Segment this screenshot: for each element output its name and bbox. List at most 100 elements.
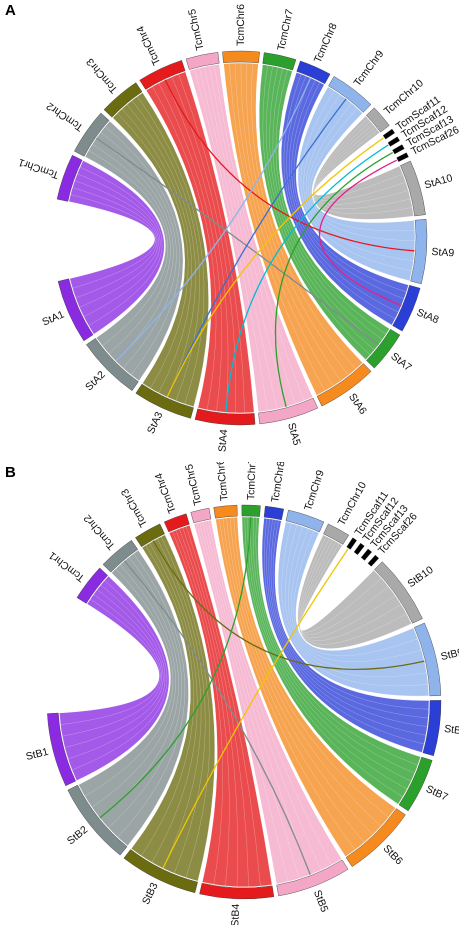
- link-fibre: [149, 542, 198, 863]
- arc-tcmchr9: [328, 76, 372, 113]
- link-ribbons: [59, 516, 430, 888]
- link-tcmchr9-sta9: [297, 86, 416, 282]
- link-fibre: [64, 589, 164, 748]
- arc-tcmchr5: [190, 507, 212, 524]
- arc-tcmchr3: [135, 523, 165, 548]
- cross-link-tcmscaf11-stb3: [162, 548, 349, 869]
- label-sta3: StA3: [145, 410, 165, 436]
- link-fibre: [104, 126, 180, 375]
- link-fibre: [117, 553, 186, 838]
- label-tcmchr9: TcmChr9: [351, 48, 386, 89]
- link-fibre: [204, 66, 287, 407]
- link-fibre: [96, 137, 174, 362]
- label-tcmchr8: TcmChr8: [269, 462, 287, 503]
- link-tcmchr4-sta4: [145, 71, 255, 414]
- arc-tcmchr2: [74, 112, 110, 157]
- label-stb5: StB5: [311, 888, 330, 914]
- label-sta10: StA10: [423, 172, 454, 191]
- arc-tcmscaf12: [387, 136, 400, 147]
- cross-links: [99, 517, 425, 875]
- cross-link-tcmchr2-stb5: [123, 560, 311, 875]
- arc-tcmscaf26: [367, 554, 380, 567]
- arc-tcmchr8: [263, 505, 284, 521]
- label-tcmchr5: TcmChr5: [183, 463, 204, 507]
- link-fibre: [262, 65, 371, 356]
- link-fibre: [131, 100, 201, 401]
- label-tcmchr6: TcmChr6: [215, 462, 231, 501]
- link-fibre: [99, 560, 179, 819]
- link-fibre: [284, 524, 427, 677]
- link-fibre: [281, 523, 429, 687]
- link-fibre: [314, 129, 403, 199]
- link-fibre: [255, 517, 418, 766]
- label-sta6: StA6: [346, 391, 369, 417]
- arc-sta5: [258, 397, 319, 425]
- arc-tcmchr10: [323, 523, 350, 545]
- link-fibre: [269, 67, 379, 346]
- link-fibre: [175, 529, 230, 887]
- label-stb6: StB6: [381, 843, 406, 868]
- link-fibre: [283, 73, 396, 319]
- link-fibre: [88, 150, 168, 347]
- link-fibre: [246, 63, 349, 376]
- link-fibre: [226, 517, 374, 835]
- panel-label: A: [5, 2, 16, 19]
- arc-stb6: [345, 808, 406, 867]
- label-sta5: StA5: [285, 422, 303, 447]
- label-tcmchr9: TcmChr9: [302, 468, 327, 512]
- link-fibre: [234, 63, 334, 387]
- link-tcmchr6-sta6: [223, 62, 363, 396]
- link-fibre: [303, 94, 414, 262]
- link-fibre: [229, 517, 382, 827]
- link-fibre: [247, 517, 408, 790]
- link-fibre: [264, 518, 425, 745]
- link-tcmchr1-sta1: [68, 160, 165, 335]
- link-tcmchr3-sta3: [112, 92, 209, 408]
- link-fibre: [272, 520, 429, 710]
- label-tcmchr3: TcmChr3: [119, 486, 150, 529]
- arc-tcmchr7: [262, 52, 297, 71]
- link-fibre: [207, 520, 332, 866]
- link-fibre: [100, 132, 177, 369]
- link-fibre: [290, 528, 422, 663]
- arc-tcmchr9: [285, 509, 325, 533]
- link-fibre: [244, 517, 403, 798]
- label-tcmchr1: TcmChr1: [17, 156, 61, 181]
- link-tcmchr7-sta7: [258, 64, 390, 361]
- link-fibre: [199, 67, 278, 410]
- link-fibre: [182, 527, 249, 887]
- arc-tcmchr5: [185, 52, 220, 70]
- link-fibre: [171, 76, 236, 413]
- label-tcmchr6: TcmChr6: [235, 4, 247, 46]
- link-ribbons: [68, 62, 416, 414]
- link-fibre: [153, 540, 202, 869]
- arc-sta10: [400, 160, 426, 217]
- arc-tcmchr8: [296, 60, 331, 85]
- link-tcmchr4-stb4: [168, 524, 273, 888]
- link-fibre: [266, 518, 427, 736]
- cross-link-tcmchr8-sta2: [115, 77, 312, 362]
- arc-tcmscaf26: [396, 152, 409, 162]
- link-fibre: [84, 568, 174, 797]
- link-tcmchr1-stb1: [59, 575, 170, 781]
- label-tcmchr8: TcmChr8: [312, 21, 340, 64]
- link-fibre: [152, 86, 217, 410]
- link-fibre: [266, 66, 375, 351]
- label-tcmchr7: TcmChr7: [245, 462, 259, 500]
- link-fibre: [202, 521, 311, 875]
- link-fibre: [229, 63, 326, 392]
- arc-stb2: [67, 784, 128, 856]
- link-fibre: [270, 519, 429, 719]
- arc-tcmchr10: [366, 107, 390, 133]
- label-tcmchr2: TcmChr2: [81, 512, 117, 552]
- arc-tcmchr6: [222, 50, 260, 64]
- link-fibre: [194, 68, 268, 411]
- arc-tcmchr1: [76, 567, 108, 604]
- link-fibre: [293, 82, 407, 293]
- link-fibre: [314, 126, 406, 202]
- link-fibre: [91, 564, 176, 808]
- arc-stb5: [276, 859, 349, 897]
- label-tcmchr2: TcmChr2: [44, 100, 85, 134]
- link-tcmchr10-stb10: [297, 534, 412, 649]
- cross-link-tcmscaf11-sta3: [166, 137, 384, 398]
